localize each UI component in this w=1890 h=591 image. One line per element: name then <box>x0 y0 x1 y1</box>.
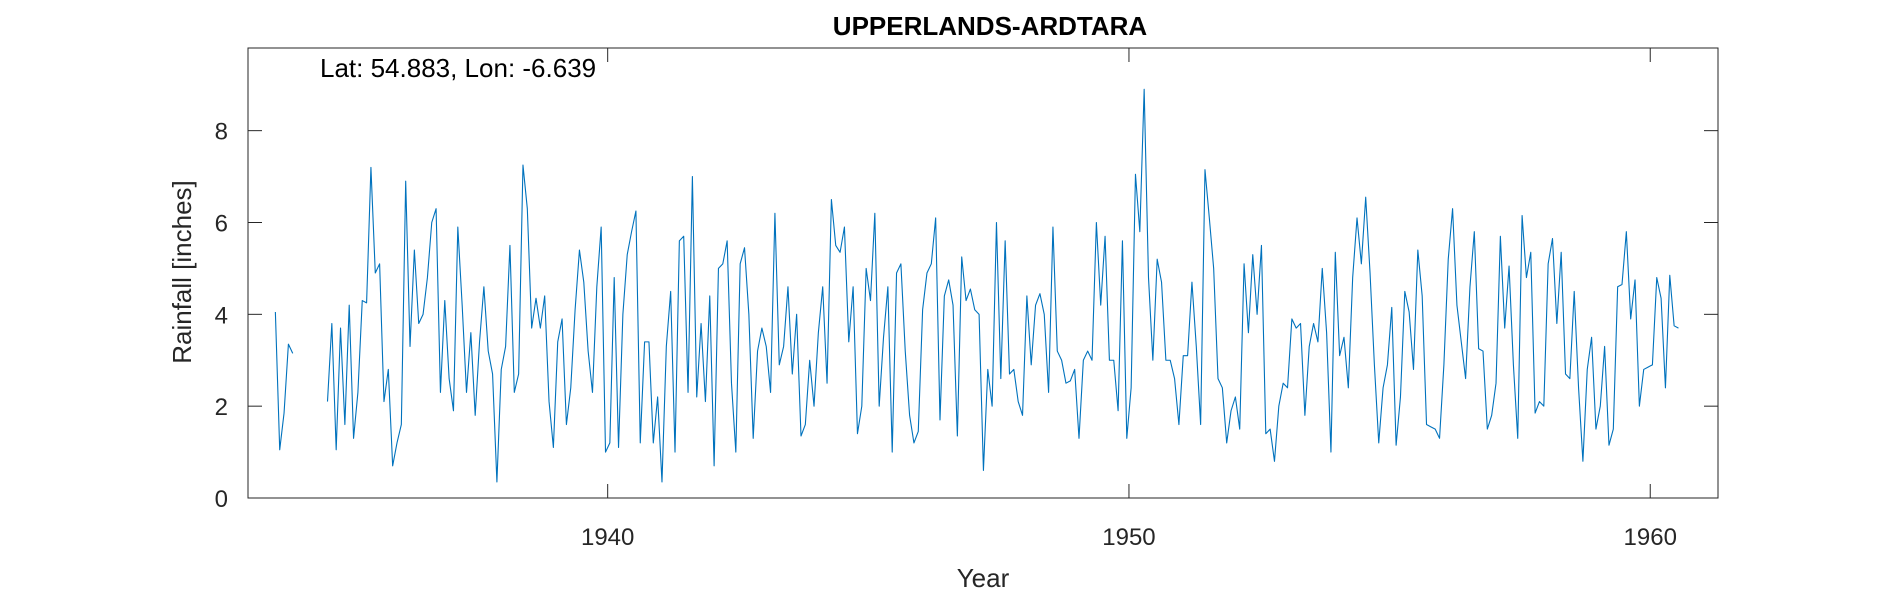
series-line-group <box>274 88 1679 483</box>
y-tick-label: 6 <box>215 210 228 237</box>
rainfall-series-line <box>274 88 1679 483</box>
y-tick-label: 2 <box>215 394 228 421</box>
x-tick-label: 1950 <box>1102 524 1155 551</box>
plot-area-frame <box>247 47 1719 499</box>
y-tick-label: 0 <box>215 486 228 513</box>
x-tick-label: 1960 <box>1624 524 1677 551</box>
station-coordinates-annotation: Lat: 54.883, Lon: -6.639 <box>320 53 596 83</box>
y-tick-label: 8 <box>215 119 228 146</box>
axis-ticks: 1940 1950 1960 0 2 4 6 8 <box>215 48 1718 551</box>
y-axis-label: Rainfall [inches] <box>167 180 197 364</box>
x-axis-label: Year <box>957 563 1010 591</box>
x-tick-label: 1940 <box>581 524 634 551</box>
y-tick-label: 4 <box>215 302 228 329</box>
chart-title: UPPERLANDS-ARDTARA <box>833 11 1148 41</box>
